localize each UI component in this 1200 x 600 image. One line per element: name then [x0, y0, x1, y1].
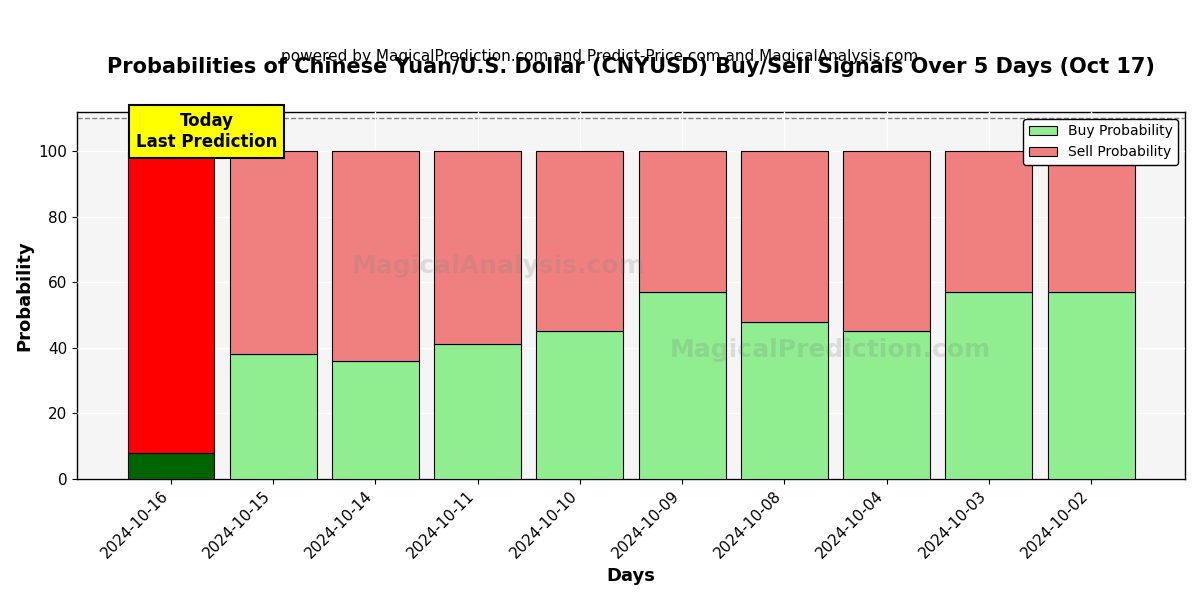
Bar	[946, 292, 1032, 479]
Bar	[536, 151, 624, 331]
Bar	[229, 355, 317, 479]
Bar	[844, 151, 930, 331]
Bar	[229, 151, 317, 355]
Bar	[740, 151, 828, 322]
Bar	[332, 151, 419, 361]
Text: powered by MagicalPrediction.com and Predict-Price.com and MagicalAnalysis.com: powered by MagicalPrediction.com and Pre…	[281, 49, 919, 64]
Bar	[127, 452, 215, 479]
Text: MagicalPrediction.com: MagicalPrediction.com	[670, 338, 991, 362]
Bar	[332, 361, 419, 479]
Text: MagicalAnalysis.com: MagicalAnalysis.com	[352, 254, 646, 278]
Bar	[844, 331, 930, 479]
Bar	[638, 292, 726, 479]
Legend: Buy Probability, Sell Probability: Buy Probability, Sell Probability	[1024, 119, 1178, 165]
Bar	[127, 151, 215, 452]
Bar	[638, 151, 726, 292]
Bar	[434, 344, 521, 479]
Bar	[536, 331, 624, 479]
Bar	[1048, 292, 1135, 479]
Bar	[1048, 151, 1135, 292]
Bar	[740, 322, 828, 479]
Bar	[946, 151, 1032, 292]
Bar	[434, 151, 521, 344]
Text: Today
Last Prediction: Today Last Prediction	[136, 112, 277, 151]
Y-axis label: Probability: Probability	[14, 240, 32, 351]
Title: Probabilities of Chinese Yuan/U.S. Dollar (CNYUSD) Buy/Sell Signals Over 5 Days : Probabilities of Chinese Yuan/U.S. Dolla…	[107, 57, 1156, 77]
X-axis label: Days: Days	[607, 567, 655, 585]
